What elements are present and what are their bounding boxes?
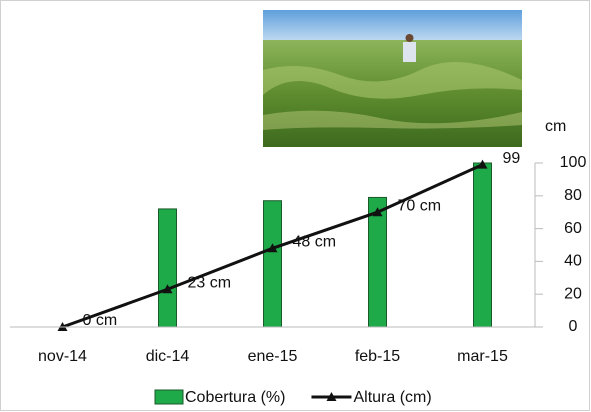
- data-label: 99: [503, 150, 521, 167]
- photo-person-head: [406, 34, 414, 42]
- x-tick-label: feb-15: [355, 348, 400, 365]
- legend-label: Altura (cm): [353, 389, 431, 406]
- y-tick-label: 60: [564, 220, 582, 237]
- x-tick-label: mar-15: [457, 348, 508, 365]
- x-tick-label: ene-15: [248, 348, 298, 365]
- photo-sky: [263, 10, 522, 40]
- legend-swatch: [155, 390, 183, 404]
- x-tick-label: nov-14: [38, 348, 87, 365]
- y-axis-label: cm: [545, 118, 566, 135]
- bar: [159, 209, 177, 327]
- bar: [369, 197, 387, 327]
- data-label: 48 cm: [293, 233, 337, 250]
- chart: cm 0 20 40 60 80 100 nov-14 dic-14 ene-15 feb-15 ma…: [0, 0, 591, 412]
- photo-person: [403, 42, 416, 62]
- y-tick-label: 100: [560, 154, 587, 171]
- x-tick-label: dic-14: [146, 348, 190, 365]
- y-tick-label: 40: [564, 253, 582, 270]
- page: cm 0 20 40 60 80 100 nov-14 dic-14 ene-15 feb-15 ma…: [0, 0, 591, 412]
- data-label: 23 cm: [188, 274, 232, 291]
- y-tick-label: 20: [564, 285, 582, 302]
- legend-label: Cobertura (%): [185, 389, 285, 406]
- bar: [474, 163, 492, 327]
- y-tick-label: 0: [569, 318, 578, 335]
- data-label: 70 cm: [398, 197, 442, 214]
- photo: [263, 10, 522, 147]
- y-tick-label: 80: [564, 187, 582, 204]
- bar: [264, 201, 282, 327]
